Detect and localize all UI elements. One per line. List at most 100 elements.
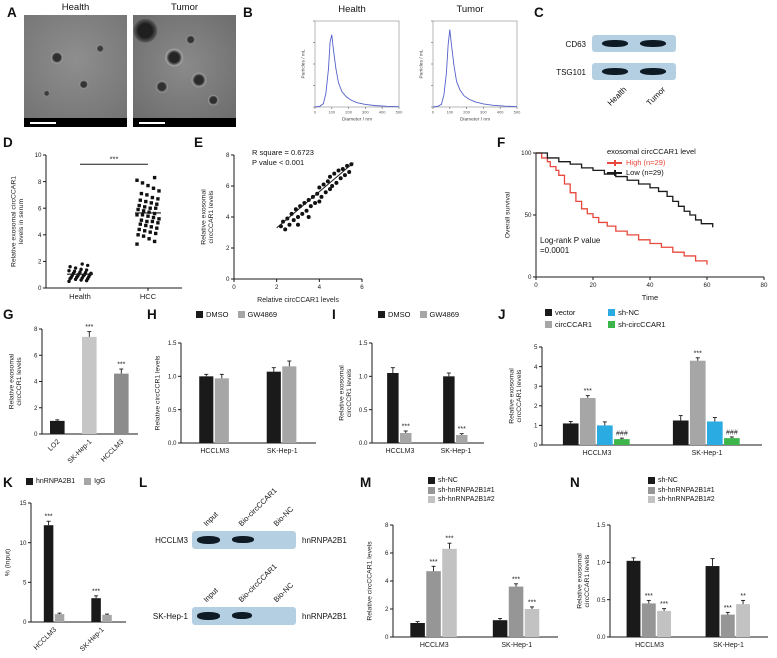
cell-label-hcclm3: HCCLM3 xyxy=(155,536,188,545)
svg-text:0.0: 0.0 xyxy=(597,634,606,641)
legend-item: sh-hnRNPA2B1#2 xyxy=(648,496,715,503)
svg-text:***: *** xyxy=(724,605,732,612)
swatch xyxy=(648,496,655,503)
blot-band xyxy=(197,536,220,544)
svg-text:HCCLM3: HCCLM3 xyxy=(33,626,58,651)
svg-text:***: *** xyxy=(528,599,536,606)
svg-text:circCCR1 levels: circCCR1 levels xyxy=(16,357,23,406)
svg-text:circCCAR1 levels: circCCAR1 levels xyxy=(584,554,591,607)
protein-label-hnrnpa2b1: hnRNPA2B1 xyxy=(302,612,347,621)
blot-band xyxy=(640,68,666,75)
swatch xyxy=(84,478,92,485)
svg-text:200: 200 xyxy=(345,110,352,115)
svg-text:5: 5 xyxy=(23,580,27,587)
legend-label: DMSO xyxy=(206,310,229,319)
blot-band xyxy=(640,40,666,47)
svg-text:400: 400 xyxy=(497,110,504,115)
legend-label: DMSO xyxy=(388,310,411,319)
svg-text:SK-Hep-1: SK-Hep-1 xyxy=(67,438,94,465)
svg-text:0.5: 0.5 xyxy=(168,407,177,414)
svg-text:0.5: 0.5 xyxy=(597,597,606,604)
svg-text:4: 4 xyxy=(385,578,389,585)
svg-text:4: 4 xyxy=(38,232,42,239)
panel-i-label: I xyxy=(332,307,336,322)
cell-label-sk-hep-1: SK-Hep-1 xyxy=(152,612,188,621)
swatch xyxy=(196,311,203,318)
svg-text:***: *** xyxy=(117,362,125,369)
svg-text:Relative exosomal: Relative exosomal xyxy=(339,365,346,421)
svg-text:***: *** xyxy=(402,424,410,431)
svg-text:80: 80 xyxy=(761,282,768,289)
legend-label: sh-NC xyxy=(658,477,678,484)
panel-h-label: H xyxy=(147,307,157,322)
blot-band xyxy=(602,40,628,47)
legend-item: sh-NC xyxy=(428,477,458,484)
panel-e-label: E xyxy=(194,135,204,150)
legend-h: DMSO GW4869 xyxy=(196,310,277,319)
survival-legend: exosomal circCCAR1 level High (n=29) Low… xyxy=(607,147,696,177)
svg-text:Relative exosomal: Relative exosomal xyxy=(201,189,208,245)
protein-label-cd63: CD63 xyxy=(565,40,586,49)
swatch xyxy=(648,486,655,494)
correlation-stats: R square = 0.6723 P value < 0.001 xyxy=(252,148,314,168)
svg-text:Particles / mL: Particles / mL xyxy=(419,49,425,78)
legend-item: IgG xyxy=(84,478,105,485)
swatch xyxy=(608,320,616,328)
svg-text:###: ### xyxy=(726,429,738,436)
svg-text:1.5: 1.5 xyxy=(359,340,368,347)
svg-text:2: 2 xyxy=(34,405,38,412)
svg-text:0: 0 xyxy=(38,285,42,292)
svg-text:1.0: 1.0 xyxy=(359,374,368,381)
panel-j-label: J xyxy=(498,307,506,322)
svg-text:SK-Hep-1: SK-Hep-1 xyxy=(501,642,532,649)
blot-strip-cd63 xyxy=(592,35,676,52)
svg-text:0: 0 xyxy=(226,276,230,283)
legend-label: High (n=29) xyxy=(626,158,666,167)
legend-item: GW4869 xyxy=(237,310,278,319)
swatch xyxy=(26,478,33,485)
svg-text:***: *** xyxy=(694,350,702,357)
panel-b-title-health: Health xyxy=(338,4,366,15)
svg-text:8: 8 xyxy=(38,179,42,186)
survival-chart: 0 50 100 Overall survival 0 20 40 60 80 Time xyxy=(505,150,768,302)
svg-text:500: 500 xyxy=(396,110,403,115)
svg-text:0.5: 0.5 xyxy=(359,407,368,414)
svg-text:4: 4 xyxy=(226,214,230,221)
legend-item: sh-hnRNPA2B1#1 xyxy=(428,486,495,494)
swatch xyxy=(545,320,552,328)
panel-a-label: A xyxy=(7,5,17,20)
panel-g-label: G xyxy=(3,307,14,322)
svg-text:HCCLM3: HCCLM3 xyxy=(100,438,125,463)
svg-text:40: 40 xyxy=(647,282,654,289)
rip-chart: 0 5 10 15 % (Input) *** *** HCCLM3 SK-Hep-1 xyxy=(5,500,126,653)
legend-item: sh-hnRNPA2B1#1 xyxy=(648,486,715,494)
svg-text:2: 2 xyxy=(385,606,389,613)
legend-item: GW4869 xyxy=(419,310,459,319)
legend-i: DMSO GW4869 xyxy=(378,310,459,319)
swatch xyxy=(428,486,435,494)
legend-label: sh-NC xyxy=(438,477,458,484)
cell-line-exo-chart: 0 2 4 6 8 Relative exosomal circCCR1 levels ***… xyxy=(9,324,138,465)
protein-label-tsg101: TSG101 xyxy=(556,68,586,77)
panel-l-label: L xyxy=(139,475,148,490)
svg-text:###: ### xyxy=(616,431,628,438)
scale-bar xyxy=(133,118,236,127)
svg-text:0: 0 xyxy=(534,442,538,449)
svg-text:% (Input): % (Input) xyxy=(5,549,12,577)
svg-text:0: 0 xyxy=(528,274,532,281)
svg-text:LO2: LO2 xyxy=(47,438,61,452)
svg-text:50: 50 xyxy=(525,212,532,219)
legend-label: sh-hnRNPA2B1#1 xyxy=(658,486,715,494)
legend-label: GW4869 xyxy=(247,310,278,319)
svg-text:300: 300 xyxy=(362,110,369,115)
scale-bar xyxy=(24,118,127,127)
svg-text:Particles / mL: Particles / mL xyxy=(301,49,307,78)
legend-item: vector xyxy=(545,308,592,317)
legend-item: hnRNPA2B1 xyxy=(26,478,75,485)
legend-label: circCCAR1 xyxy=(555,319,593,329)
svg-text:2: 2 xyxy=(534,403,538,410)
overexpression-knockdown-chart: 0 1 2 3 4 5 Relative exosomal circCCAR1 levels *… xyxy=(509,344,762,457)
legend-label: sh-circCCAR1 xyxy=(618,319,666,329)
legend-label: sh-hnRNPA2B1#2 xyxy=(438,496,495,503)
logrank-annotation: Log-rank P value =0.0001 xyxy=(540,236,601,256)
